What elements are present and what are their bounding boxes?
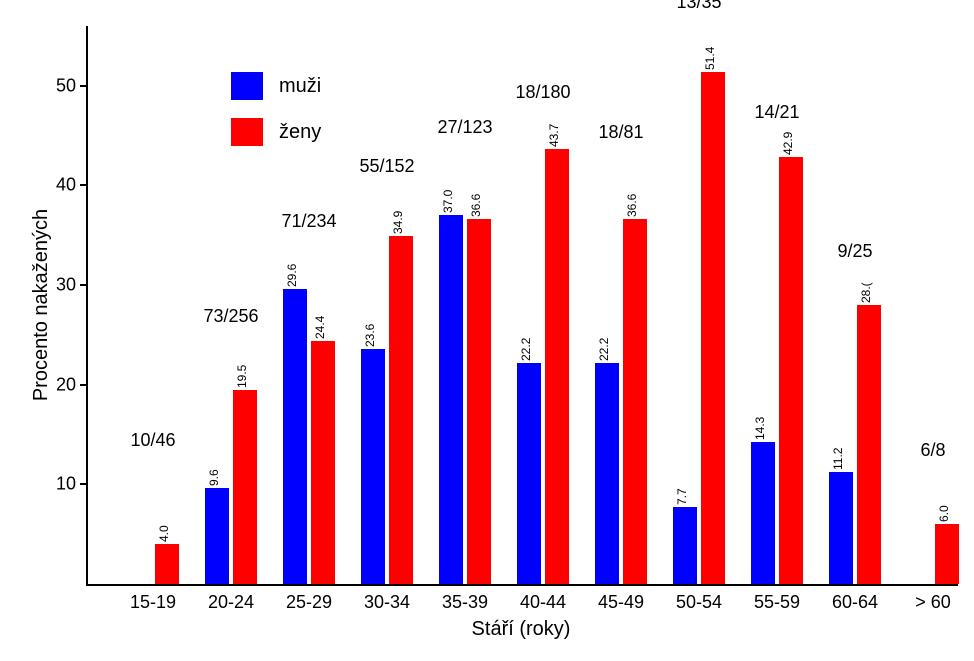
- bar-value-label: 43.7: [547, 123, 561, 146]
- bar-value-label: 36.6: [625, 194, 639, 217]
- legend: muži ženy: [231, 72, 321, 164]
- bar-value-label: 19.5: [235, 364, 249, 387]
- bar-value-label: 28.(: [859, 282, 873, 303]
- group-annotation: 18/81: [598, 122, 643, 143]
- bar-zeny: 19.5: [233, 390, 257, 584]
- legend-item-muzi: muži: [231, 72, 321, 100]
- x-tick-label: 55-59: [754, 584, 800, 613]
- bar-value-label: 24.4: [313, 316, 327, 339]
- bar-value-label: 42.9: [781, 131, 795, 154]
- bar-zeny: 36.6: [467, 219, 491, 584]
- group-annotation: 10/46: [130, 430, 175, 451]
- bar-muzi: 29.6: [283, 289, 307, 584]
- legend-label-zeny: ženy: [279, 121, 321, 144]
- bar-zeny: 6.0: [935, 524, 959, 584]
- group-annotation: 73/256: [203, 306, 258, 327]
- x-tick-label: 50-54: [676, 584, 722, 613]
- bar-muzi: 14.3: [751, 442, 775, 584]
- x-tick-label: 40-44: [520, 584, 566, 613]
- group-annotation: 27/123: [437, 117, 492, 138]
- group-annotation: 6/8: [920, 440, 945, 461]
- bar-zeny: 28.(: [857, 305, 881, 584]
- bar-zeny: 24.4: [311, 341, 335, 584]
- bar-zeny: 43.7: [545, 149, 569, 584]
- bar-value-label: 22.2: [597, 337, 611, 360]
- x-axis-label: Stáří (roky): [472, 618, 571, 641]
- x-tick-label: 20-24: [208, 584, 254, 613]
- bar-value-label: 22.2: [519, 337, 533, 360]
- bar-zeny: 42.9: [779, 157, 803, 584]
- legend-swatch-zeny: [231, 118, 263, 146]
- y-axis-label: Procento nakažených: [30, 209, 53, 401]
- group-annotation: 13/35: [676, 0, 721, 13]
- y-tick-label: 20: [56, 374, 88, 395]
- group-annotation: 71/234: [281, 211, 336, 232]
- bar-value-label: 51.4: [703, 46, 717, 69]
- y-tick-label: 10: [56, 474, 88, 495]
- bar-value-label: 34.9: [391, 211, 405, 234]
- legend-item-zeny: ženy: [231, 118, 321, 146]
- bar-muzi: 37.0: [439, 215, 463, 584]
- x-tick-label: 25-29: [286, 584, 332, 613]
- bar-muzi: 9.6: [205, 488, 229, 584]
- x-tick-label: 35-39: [442, 584, 488, 613]
- bar-value-label: 23.6: [363, 323, 377, 346]
- bar-value-label: 7.7: [675, 489, 689, 506]
- bar-muzi: 22.2: [517, 363, 541, 584]
- bar-muzi: 22.2: [595, 363, 619, 584]
- bar-zeny: 51.4: [701, 72, 725, 584]
- bar-value-label: 29.6: [285, 264, 299, 287]
- y-tick-label: 50: [56, 75, 88, 96]
- bar-value-label: 36.6: [469, 194, 483, 217]
- x-tick-label: > 60: [915, 584, 951, 613]
- bar-zeny: 4.0: [155, 544, 179, 584]
- x-tick-label: 30-34: [364, 584, 410, 613]
- y-tick-label: 40: [56, 175, 88, 196]
- legend-label-muzi: muži: [279, 75, 321, 98]
- bar-zeny: 36.6: [623, 219, 647, 584]
- bar-muzi: 11.2: [829, 472, 853, 584]
- group-annotation: 14/21: [754, 102, 799, 123]
- x-tick-label: 15-19: [130, 584, 176, 613]
- bar-value-label: 14.3: [753, 416, 767, 439]
- legend-swatch-muzi: [231, 72, 263, 100]
- bar-muzi: 7.7: [673, 507, 697, 584]
- bar-zeny: 34.9: [389, 236, 413, 584]
- group-annotation: 18/180: [515, 82, 570, 103]
- bar-value-label: 11.2: [831, 448, 845, 470]
- bar-muzi: 23.6: [361, 349, 385, 584]
- bar-value-label: 37.0: [441, 190, 455, 213]
- chart-stage: 102030405015-194.010/4620-249.619.573/25…: [0, 0, 974, 661]
- bar-value-label: 4.0: [157, 525, 171, 542]
- group-annotation: 9/25: [837, 241, 872, 262]
- bar-value-label: 6.0: [937, 506, 951, 523]
- plot-area: 102030405015-194.010/4620-249.619.573/25…: [86, 26, 958, 586]
- x-tick-label: 45-49: [598, 584, 644, 613]
- bar-value-label: 9.6: [207, 470, 221, 487]
- y-tick-label: 30: [56, 275, 88, 296]
- group-annotation: 55/152: [359, 156, 414, 177]
- x-tick-label: 60-64: [832, 584, 878, 613]
